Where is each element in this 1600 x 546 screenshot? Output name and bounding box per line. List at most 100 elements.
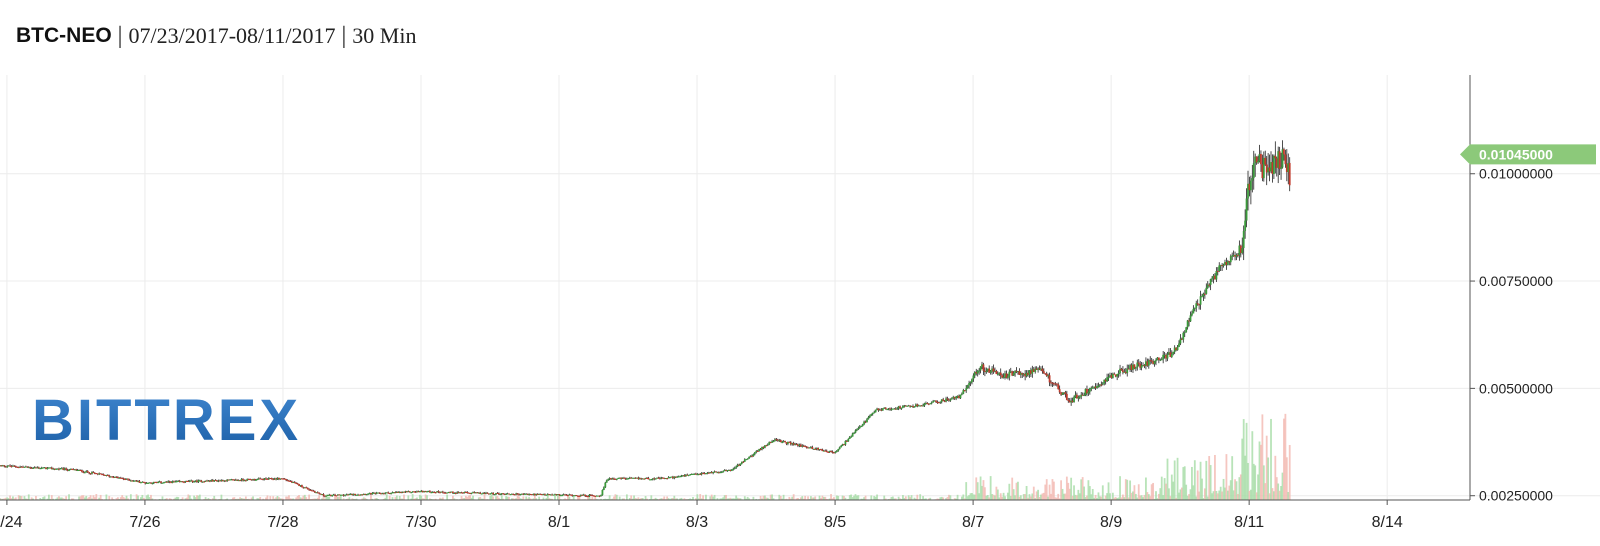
candle-body: [492, 493, 494, 495]
candle-body: [1003, 377, 1005, 378]
candle-body: [285, 479, 287, 480]
candle-body: [951, 398, 953, 399]
candle-body: [1007, 376, 1009, 377]
candle-body: [781, 442, 783, 443]
candle-body: [960, 395, 962, 398]
candle-body: [499, 494, 501, 495]
candle-body: [832, 452, 834, 453]
candle-body: [1013, 373, 1015, 376]
candle-body: [997, 374, 999, 375]
candle-body: [494, 494, 496, 495]
candle-body: [1230, 256, 1232, 262]
candle-body: [318, 493, 320, 494]
candle-body: [742, 462, 744, 463]
candle-body: [1191, 313, 1193, 315]
candle-body: [1102, 383, 1104, 384]
candle-body: [967, 385, 969, 388]
candle-body: [856, 429, 858, 430]
volume-bar: [95, 494, 97, 500]
candle-body: [780, 440, 782, 442]
volume-bar: [199, 495, 201, 500]
volume-bar: [876, 495, 878, 500]
candle-body: [152, 483, 154, 484]
volume-bar: [1152, 483, 1154, 500]
volume-bar: [1053, 482, 1055, 500]
candle-body: [87, 471, 89, 472]
volume-bar: [396, 496, 398, 500]
candle-body: [929, 403, 931, 404]
candle-body: [242, 479, 244, 480]
volume-bar: [522, 497, 524, 500]
candle-body: [748, 457, 750, 459]
candle-body: [931, 402, 933, 403]
candle-body: [942, 399, 944, 400]
candle-body: [1204, 294, 1206, 295]
candle-body: [995, 371, 997, 374]
candle-body: [442, 492, 444, 493]
candle-body: [847, 439, 849, 441]
candle-body: [978, 370, 980, 371]
candle-body: [773, 441, 775, 442]
volume-bar: [492, 497, 494, 500]
candle-body: [648, 478, 650, 479]
volume-bar: [916, 495, 918, 500]
volume-bar: [426, 495, 428, 500]
candle-body: [970, 382, 972, 383]
last-price-tag: 0.01045000: [1460, 144, 1596, 164]
candle-body: [1167, 354, 1169, 358]
volume-bar: [267, 495, 269, 500]
candle-body: [1171, 354, 1173, 357]
candle-body: [81, 470, 83, 472]
volume-bar: [857, 495, 859, 500]
candle-body: [579, 496, 581, 497]
candle-body: [1273, 156, 1275, 174]
x-tick-label: 8/14: [1372, 514, 1403, 531]
candle-body: [1088, 392, 1090, 394]
candle-body: [885, 408, 887, 410]
candle-body: [1100, 385, 1102, 386]
candle-body: [965, 388, 967, 390]
candle-body: [1190, 315, 1192, 321]
volume-bar: [905, 496, 907, 500]
candle-body: [603, 487, 605, 490]
candle-body: [1065, 392, 1067, 394]
x-tick-label: 8/3: [686, 514, 708, 531]
candle-body: [983, 364, 985, 370]
candle-body: [650, 479, 652, 480]
volume-bar: [318, 495, 320, 500]
candle-body: [866, 419, 868, 422]
volume-bar: [705, 495, 707, 500]
candle-body: [301, 485, 303, 487]
candle-body: [1243, 231, 1245, 248]
candle-body: [3, 465, 5, 466]
candle-body: [896, 408, 898, 409]
x-tick-label: 8/7: [962, 514, 984, 531]
candle-body: [429, 491, 431, 493]
candle-body: [826, 451, 828, 452]
candle-body: [840, 446, 842, 448]
candle-body: [722, 471, 724, 472]
candle-body: [68, 470, 70, 471]
x-tick-label: 7/24: [0, 514, 23, 531]
candle-body: [1155, 360, 1157, 361]
candle-body: [968, 383, 970, 385]
candle-body: [1079, 397, 1081, 398]
candle-body: [1223, 265, 1225, 266]
candle-body: [767, 444, 769, 445]
volume-bar: [130, 494, 132, 500]
candle-body: [839, 447, 841, 449]
candle-body: [747, 459, 749, 460]
volume-bar: [1119, 476, 1121, 500]
candle-body: [1194, 308, 1196, 309]
volume-bar: [65, 496, 67, 500]
candle-body: [1279, 151, 1281, 169]
candle-body: [1184, 332, 1186, 333]
candle-body: [88, 472, 90, 473]
candle-body: [784, 441, 786, 442]
y-tick-label: 0.00250000: [1479, 488, 1553, 504]
candle-body: [757, 451, 759, 452]
candle-body: [602, 490, 604, 495]
candle-body: [985, 371, 987, 372]
